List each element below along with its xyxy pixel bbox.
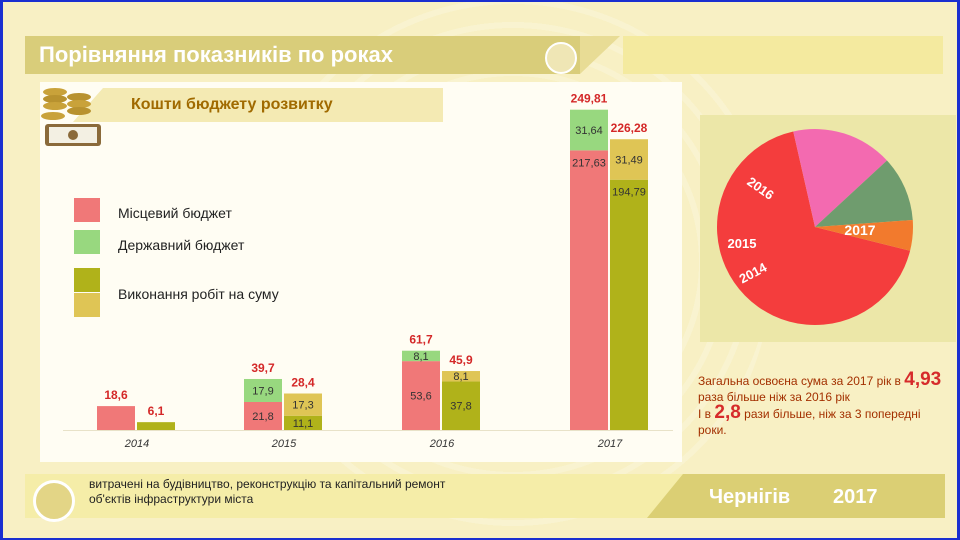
x-tick-label-2014: 2014 xyxy=(124,438,149,450)
bar-label-works-dark-2016: 37,8 xyxy=(450,401,471,413)
bar-local-budget-2017 xyxy=(570,150,608,431)
bar-label-state-2016: 8,1 xyxy=(413,351,428,363)
x-tick-label-2015: 2015 xyxy=(271,438,297,450)
money-icon xyxy=(41,88,101,146)
pie-label-2017: 2017 xyxy=(844,222,875,238)
bar-works-dark-2015 xyxy=(284,415,322,430)
slide: Порівняння показників по роках Кошти бюд… xyxy=(3,2,957,538)
pie-slice-2015 xyxy=(815,160,913,227)
legend-label-state: Державний бюджет xyxy=(118,237,245,253)
bar-label-works-light-2015: 17,3 xyxy=(292,400,313,412)
bar-total-budget-2014: 18,6 xyxy=(104,388,128,402)
summary-text: Загальна освоєна сума за 2017 рік в 4,93… xyxy=(698,369,948,438)
pie-slice-2016 xyxy=(793,129,887,227)
pie-slice-2014 xyxy=(815,219,914,251)
legend-swatch-state xyxy=(74,230,100,254)
bar-works-light-2015 xyxy=(284,393,322,416)
bar-label-local-2017: 217,63 xyxy=(572,157,606,169)
bar-total-works-2014: 6,1 xyxy=(148,404,165,418)
bar-total-works-2015: 28,4 xyxy=(291,376,315,390)
legend-swatch-works-dark xyxy=(74,268,100,292)
city-logo-icon xyxy=(33,480,75,522)
coin-icon xyxy=(545,42,577,74)
slide-title: Порівняння показників по роках xyxy=(39,42,393,67)
bar-state-budget-2017 xyxy=(570,109,608,151)
bar-works-dark-2017 xyxy=(610,179,648,430)
bar-local-budget-2016 xyxy=(402,361,440,430)
subtitle-band xyxy=(73,88,443,122)
x-tick-label-2017: 2017 xyxy=(597,438,623,450)
bar-label-state-2017: 31,64 xyxy=(575,125,603,137)
legend-label-local: Місцевий бюджет xyxy=(118,205,232,221)
legend-label-works: Виконання робіт на суму xyxy=(118,286,279,302)
legend-swatch-local xyxy=(74,198,100,222)
bar-label-works-light-2017: 31,49 xyxy=(615,154,643,166)
bar-label-local-2015: 21,8 xyxy=(252,411,273,423)
title-decoration xyxy=(623,36,943,74)
footer-city: Чернігів xyxy=(709,486,791,508)
legend-swatch-works-light xyxy=(74,293,100,317)
footer-year: 2017 xyxy=(833,486,878,508)
footer-note: витрачені на будівництво, реконструкцію … xyxy=(89,477,446,506)
title-bar xyxy=(25,36,620,74)
bar-state-budget-2015 xyxy=(244,378,282,402)
bar-works-dark-2016 xyxy=(442,381,480,430)
summary-line2-prefix: І в xyxy=(698,407,712,421)
summary-line1-suffix: раза більше ніж за 2016 рік xyxy=(698,390,850,404)
bar-works-dark-2014 xyxy=(137,422,175,430)
bar-state-budget-2016 xyxy=(402,350,440,362)
chart-subtitle: Кошти бюджету розвитку xyxy=(131,96,333,113)
bar-label-works-dark-2015: 11,1 xyxy=(293,418,314,430)
bar-label-works-light-2016: 8,1 xyxy=(453,371,468,383)
pie-label-2015: 2015 xyxy=(728,236,757,251)
bar-total-budget-2016: 61,7 xyxy=(409,333,433,347)
summary-line1-prefix: Загальна освоєна сума за 2017 рік в xyxy=(698,374,901,388)
summary-line2-suffix: рази більше, ніж за 3 попередні роки. xyxy=(698,407,921,437)
bar-works-light-2017 xyxy=(610,139,648,180)
bar-total-budget-2017: 249,81 xyxy=(571,92,608,106)
bar-total-works-2017: 226,28 xyxy=(611,121,648,135)
bar-works-light-2016 xyxy=(442,371,480,382)
bar-total-works-2016: 45,9 xyxy=(449,353,473,367)
bar-label-local-2016: 53,6 xyxy=(410,391,431,403)
pie-slice-2017 xyxy=(717,131,911,326)
bar-label-state-2015: 17,9 xyxy=(252,385,273,397)
bar-total-budget-2015: 39,7 xyxy=(251,361,275,375)
bar-label-works-dark-2017: 194,79 xyxy=(612,187,646,199)
summary-ratio2: 2,8 xyxy=(714,402,741,423)
chart-canvas: 18,6 6,1 2014 21,8 17,9 11,1 17,3 39,7 28,4 2015 5… xyxy=(63,92,914,450)
bar-local-budget-2014 xyxy=(97,406,135,430)
x-tick-label-2016: 2016 xyxy=(429,438,455,450)
summary-ratio1: 4,93 xyxy=(904,369,942,390)
bar-local-budget-2015 xyxy=(244,401,282,430)
footer-city-band xyxy=(647,474,945,518)
